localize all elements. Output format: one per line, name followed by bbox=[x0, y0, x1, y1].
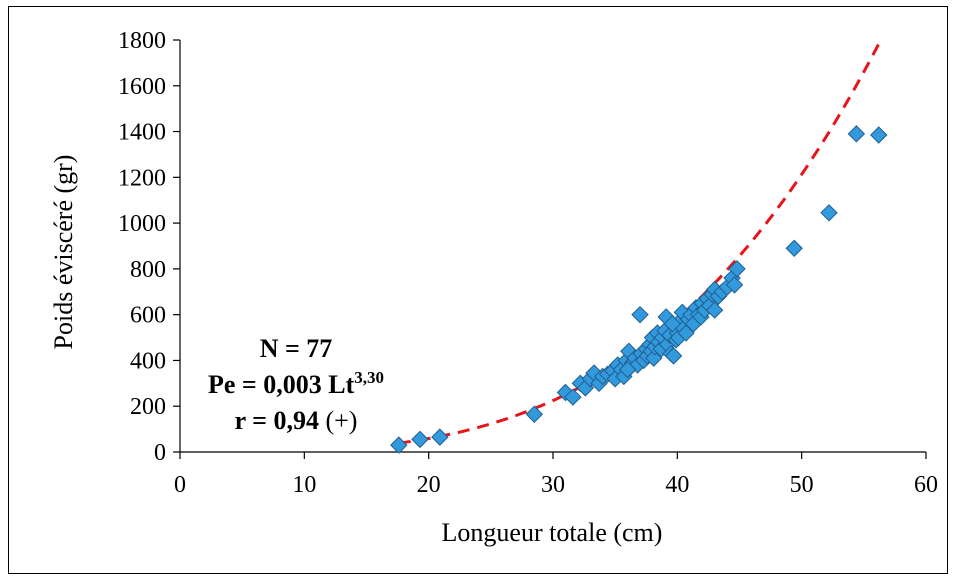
y-tick-label: 1600 bbox=[118, 74, 166, 100]
y-tick-label: 200 bbox=[130, 394, 166, 420]
x-tick-label: 60 bbox=[914, 472, 938, 498]
data-point bbox=[870, 126, 888, 144]
x-axis-title: Longueur totale (cm) bbox=[442, 518, 663, 547]
equation-exponent: 3,30 bbox=[354, 368, 384, 387]
data-point bbox=[631, 305, 649, 324]
y-ticks: 0 200 400 600 800 1000 1200 1400 1600 1800 bbox=[118, 28, 180, 466]
y-tick-label: 600 bbox=[130, 303, 166, 329]
data-points bbox=[390, 125, 888, 454]
correlation-value: r = 0,94 bbox=[235, 406, 319, 435]
chart-frame bbox=[8, 6, 948, 574]
equation-label: Pe = 0,003 Lt3,30 bbox=[208, 368, 384, 399]
x-tick-label: 20 bbox=[417, 472, 441, 498]
correlation-label: r = 0,94 (+) bbox=[235, 406, 358, 435]
data-point bbox=[525, 405, 544, 423]
x-tick-label: 10 bbox=[292, 472, 316, 498]
data-point bbox=[663, 315, 682, 333]
x-tick-label: 40 bbox=[665, 472, 689, 498]
y-tick-label: 1200 bbox=[118, 165, 166, 191]
data-point bbox=[728, 260, 746, 278]
y-tick-label: 1000 bbox=[118, 211, 166, 237]
data-point bbox=[618, 360, 637, 379]
data-point bbox=[847, 125, 866, 143]
stats-annotation: N = 77 Pe = 0,003 Lt3,30 r = 0,94 (+) bbox=[208, 334, 384, 435]
y-tick-label: 1400 bbox=[118, 120, 166, 146]
x-tick-label: 30 bbox=[541, 472, 565, 498]
equation-main: Pe = 0,003 Lt bbox=[208, 370, 355, 399]
data-point bbox=[411, 430, 429, 449]
data-point bbox=[390, 436, 408, 454]
data-point bbox=[431, 428, 449, 446]
data-point bbox=[725, 276, 744, 294]
x-tick-label: 50 bbox=[790, 472, 814, 498]
data-point bbox=[820, 204, 838, 222]
x-tick-label: 0 bbox=[174, 472, 186, 498]
correlation-sign: (+) bbox=[319, 406, 357, 435]
data-point bbox=[705, 301, 724, 319]
sample-size-label: N = 77 bbox=[260, 334, 333, 363]
data-point bbox=[664, 347, 683, 365]
data-point bbox=[785, 239, 803, 257]
x-ticks: 0 10 20 30 40 50 60 bbox=[174, 452, 938, 498]
y-tick-label: 0 bbox=[154, 440, 166, 466]
power-fit-curve bbox=[398, 40, 882, 445]
y-tick-label: 800 bbox=[130, 257, 166, 283]
data-point bbox=[564, 388, 582, 406]
y-tick-label: 400 bbox=[130, 348, 166, 374]
y-tick-label: 1800 bbox=[118, 28, 166, 54]
y-axis-title: Poids éviscéré (gr) bbox=[49, 155, 78, 350]
